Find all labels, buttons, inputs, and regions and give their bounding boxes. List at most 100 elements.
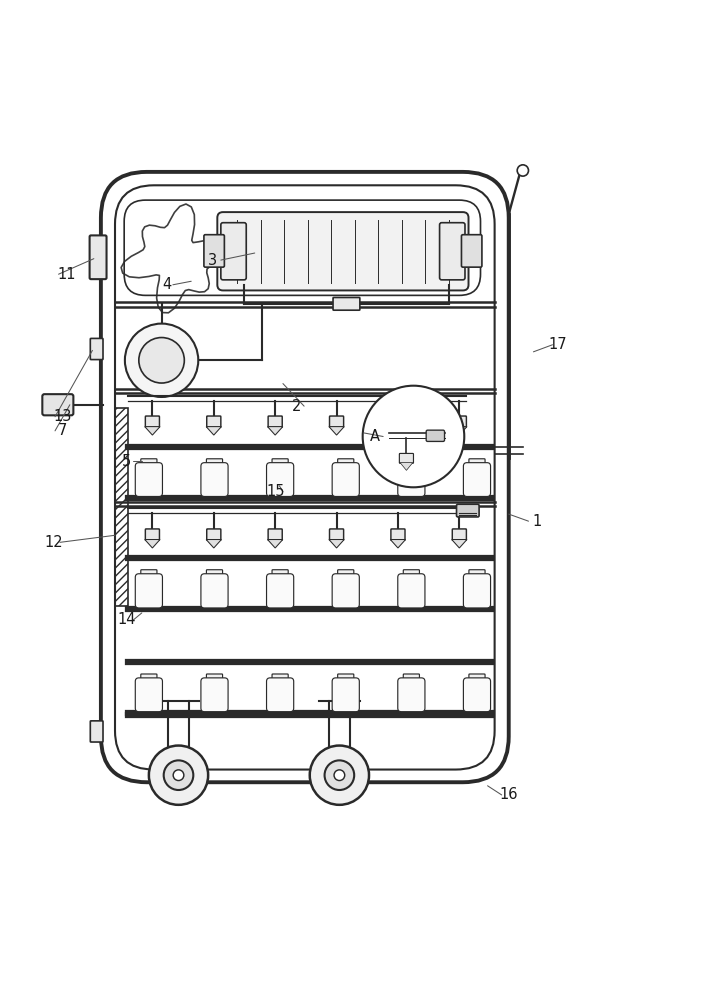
FancyBboxPatch shape	[101, 172, 509, 782]
Polygon shape	[145, 540, 160, 548]
FancyBboxPatch shape	[90, 235, 107, 279]
FancyBboxPatch shape	[272, 570, 288, 580]
FancyBboxPatch shape	[332, 678, 359, 712]
FancyBboxPatch shape	[338, 459, 354, 469]
Text: 7: 7	[58, 423, 67, 438]
FancyBboxPatch shape	[42, 394, 74, 415]
FancyBboxPatch shape	[272, 459, 288, 469]
Polygon shape	[145, 427, 160, 435]
FancyBboxPatch shape	[201, 463, 228, 496]
FancyBboxPatch shape	[90, 338, 103, 360]
Text: A: A	[370, 429, 380, 444]
FancyBboxPatch shape	[272, 674, 288, 684]
FancyBboxPatch shape	[332, 463, 359, 496]
Circle shape	[518, 165, 529, 176]
FancyBboxPatch shape	[463, 678, 491, 712]
FancyBboxPatch shape	[463, 463, 491, 496]
FancyBboxPatch shape	[329, 416, 344, 427]
FancyBboxPatch shape	[452, 529, 467, 540]
FancyBboxPatch shape	[469, 570, 485, 580]
FancyBboxPatch shape	[204, 235, 224, 267]
FancyBboxPatch shape	[457, 504, 479, 517]
FancyBboxPatch shape	[403, 459, 419, 469]
FancyBboxPatch shape	[201, 574, 228, 608]
Polygon shape	[390, 540, 406, 548]
FancyBboxPatch shape	[206, 570, 223, 580]
Text: 4: 4	[162, 277, 171, 292]
FancyBboxPatch shape	[391, 529, 405, 540]
Polygon shape	[400, 463, 413, 470]
Circle shape	[164, 760, 193, 790]
Polygon shape	[206, 427, 221, 435]
Polygon shape	[329, 427, 344, 435]
FancyBboxPatch shape	[440, 223, 465, 280]
FancyBboxPatch shape	[462, 235, 482, 267]
Circle shape	[173, 770, 184, 781]
FancyBboxPatch shape	[206, 674, 223, 684]
Polygon shape	[267, 540, 283, 548]
Text: 15: 15	[267, 484, 285, 499]
Circle shape	[363, 386, 464, 487]
FancyBboxPatch shape	[403, 674, 419, 684]
FancyBboxPatch shape	[206, 416, 221, 427]
Polygon shape	[267, 427, 283, 435]
FancyBboxPatch shape	[135, 678, 163, 712]
FancyBboxPatch shape	[267, 463, 293, 496]
Polygon shape	[452, 540, 467, 548]
FancyBboxPatch shape	[267, 678, 293, 712]
FancyBboxPatch shape	[469, 459, 485, 469]
Polygon shape	[452, 427, 467, 435]
Text: 16: 16	[499, 787, 518, 802]
Text: 2: 2	[293, 399, 302, 414]
Polygon shape	[390, 427, 406, 435]
FancyBboxPatch shape	[90, 721, 103, 742]
FancyBboxPatch shape	[398, 463, 425, 496]
FancyBboxPatch shape	[141, 570, 157, 580]
Circle shape	[310, 746, 369, 805]
Polygon shape	[329, 540, 344, 548]
FancyBboxPatch shape	[398, 678, 425, 712]
Text: 1: 1	[532, 514, 542, 529]
FancyBboxPatch shape	[146, 529, 160, 540]
FancyBboxPatch shape	[391, 416, 405, 427]
FancyBboxPatch shape	[221, 223, 246, 280]
FancyBboxPatch shape	[206, 459, 223, 469]
FancyBboxPatch shape	[267, 574, 293, 608]
FancyBboxPatch shape	[268, 416, 282, 427]
FancyBboxPatch shape	[469, 674, 485, 684]
Circle shape	[149, 746, 208, 805]
FancyBboxPatch shape	[338, 570, 354, 580]
Text: 12: 12	[45, 535, 63, 550]
Bar	[115, 408, 128, 606]
Circle shape	[139, 338, 185, 383]
FancyBboxPatch shape	[201, 678, 228, 712]
FancyBboxPatch shape	[329, 529, 344, 540]
FancyBboxPatch shape	[135, 574, 163, 608]
FancyBboxPatch shape	[141, 459, 157, 469]
FancyBboxPatch shape	[332, 574, 359, 608]
FancyBboxPatch shape	[141, 674, 157, 684]
FancyBboxPatch shape	[268, 529, 282, 540]
Text: 13: 13	[54, 409, 72, 424]
FancyBboxPatch shape	[206, 529, 221, 540]
Text: 17: 17	[549, 337, 568, 352]
FancyBboxPatch shape	[146, 416, 160, 427]
FancyBboxPatch shape	[135, 463, 163, 496]
Circle shape	[334, 770, 345, 781]
FancyBboxPatch shape	[403, 570, 419, 580]
FancyBboxPatch shape	[333, 297, 360, 310]
Circle shape	[325, 760, 354, 790]
FancyBboxPatch shape	[338, 674, 354, 684]
Text: 14: 14	[117, 612, 136, 627]
FancyBboxPatch shape	[463, 574, 491, 608]
FancyBboxPatch shape	[217, 212, 469, 290]
FancyBboxPatch shape	[399, 453, 414, 463]
Text: 11: 11	[57, 267, 76, 282]
FancyBboxPatch shape	[452, 416, 467, 427]
Circle shape	[125, 324, 198, 397]
FancyBboxPatch shape	[398, 574, 425, 608]
FancyBboxPatch shape	[426, 430, 445, 441]
Text: 3: 3	[208, 253, 217, 268]
Text: 5: 5	[122, 454, 131, 469]
Polygon shape	[206, 540, 221, 548]
